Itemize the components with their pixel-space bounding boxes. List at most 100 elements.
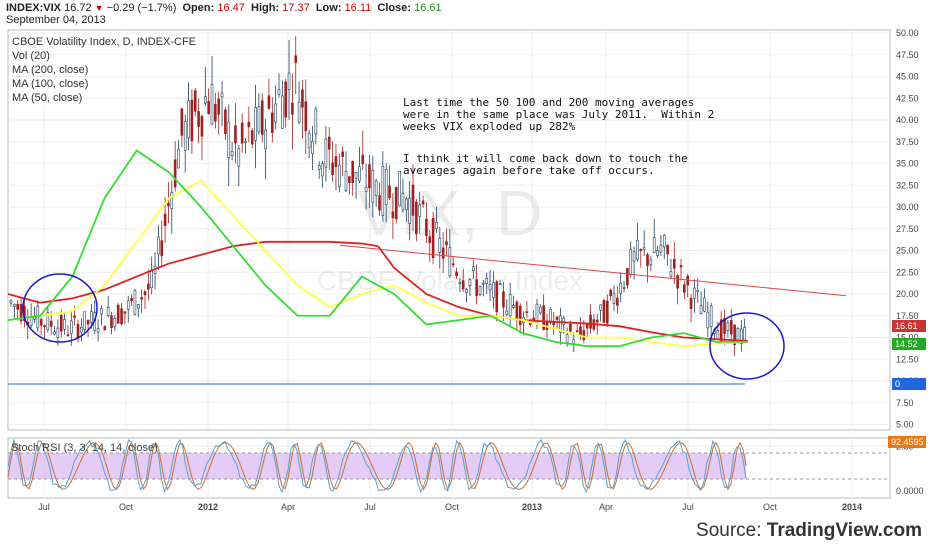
candle-body <box>180 108 184 136</box>
candle-body <box>317 165 321 170</box>
candle-body <box>512 305 515 308</box>
candle-body <box>398 171 401 207</box>
candle-body <box>421 200 425 205</box>
candle-body <box>736 327 740 341</box>
candle-body <box>247 121 251 128</box>
candle-body <box>461 280 465 290</box>
legend-item: Vol (20) <box>12 50 50 62</box>
candle-body <box>646 254 649 267</box>
candle-body <box>418 204 422 217</box>
candle-body <box>616 297 619 306</box>
y-tick-label: 42.50 <box>896 93 919 103</box>
candle-body <box>612 293 616 304</box>
candle-body <box>438 237 442 253</box>
candle-body <box>622 287 626 289</box>
candle-body <box>294 55 298 63</box>
close-value: 16.61 <box>414 2 442 14</box>
candle-body <box>100 308 103 315</box>
y-tick-label: 50.00 <box>896 28 919 38</box>
candle-body <box>374 180 378 196</box>
candle-body <box>689 298 693 310</box>
candle-body <box>672 259 676 269</box>
candle-body <box>364 186 368 192</box>
x-tick-label: Oct <box>763 502 778 512</box>
candle-body <box>177 148 180 169</box>
candle-body <box>572 339 576 344</box>
candle-body <box>716 330 720 340</box>
stoch-band <box>8 453 746 479</box>
candle-body <box>435 222 438 230</box>
candle-body <box>237 148 241 167</box>
candle-body <box>411 184 415 216</box>
candle-body <box>137 304 140 309</box>
candle-body <box>669 271 673 277</box>
y-tick-label: 12.50 <box>896 354 919 364</box>
low-label: Low: <box>315 2 342 14</box>
candle-body <box>602 300 606 323</box>
candle-body <box>197 111 200 127</box>
candle-body <box>348 176 351 183</box>
candle-body <box>515 301 519 319</box>
y-tick-label: 5.00 <box>896 420 914 430</box>
candle-body <box>207 101 210 114</box>
candle-body <box>538 306 542 314</box>
highlight-circle-left <box>22 273 98 343</box>
candle-body <box>83 311 86 330</box>
volume-tag: 0 <box>892 378 926 390</box>
candle-body <box>70 320 73 334</box>
y-tick-label: 40.00 <box>896 115 919 125</box>
x-tick-label: Jul <box>38 502 50 512</box>
candle-body <box>220 92 224 98</box>
candle-body <box>632 251 636 262</box>
candle-body <box>281 95 284 129</box>
candle-body <box>287 72 291 90</box>
legend-item: MA (50, close) <box>12 92 83 104</box>
candle-body <box>307 132 311 149</box>
candle-body <box>116 304 120 324</box>
candle-body <box>431 218 435 259</box>
candle-body <box>214 103 217 122</box>
y-tick-label: 30.00 <box>896 202 919 212</box>
x-tick-label: Apr <box>281 502 295 512</box>
legend-item: MA (100, close) <box>12 78 89 90</box>
candle-body <box>492 282 495 298</box>
candle-body <box>458 282 462 285</box>
candle-body <box>549 309 552 323</box>
candle-body <box>381 166 385 216</box>
low-value: 16.11 <box>344 2 372 14</box>
candle-body <box>475 279 478 297</box>
candle-body <box>455 271 458 277</box>
candle-body <box>106 307 110 316</box>
candle-body <box>642 247 646 250</box>
ma-price-tag: 14.52 <box>892 338 926 350</box>
open-value: 16.47 <box>217 2 245 14</box>
candle-body <box>428 236 432 243</box>
candle-body <box>160 240 164 257</box>
x-tick-label: 2013 <box>522 502 542 512</box>
candle-body <box>150 270 153 288</box>
candle-body <box>361 154 365 165</box>
candle-body <box>217 98 220 115</box>
annotation-paragraph-2: I think it will come back down to touch … <box>403 152 688 177</box>
candle-body <box>552 322 556 326</box>
candle-body <box>605 300 609 324</box>
candle-body <box>173 159 177 188</box>
candle-body <box>321 163 324 177</box>
candle-body <box>16 303 20 310</box>
candle-body <box>110 315 113 328</box>
candle-body <box>619 283 623 294</box>
legend-title: CBOE Volatility Index, D, INDEX-CFE <box>12 36 196 48</box>
candle-body <box>73 315 76 318</box>
y-tick-label: 47.50 <box>896 50 919 60</box>
stoch-k-line <box>7 438 747 494</box>
candle-body <box>451 263 455 266</box>
y-tick-label: 32.50 <box>896 180 919 190</box>
highlight-circle-right <box>709 312 785 380</box>
y-tick-label: 35.00 <box>896 159 919 169</box>
annotation-paragraph-1: Last time the 50 100 and 200 moving aver… <box>403 96 715 133</box>
candle-body <box>344 171 348 191</box>
candle-body <box>123 311 127 314</box>
open-label: Open: <box>182 2 215 14</box>
candle-body <box>193 90 197 112</box>
price-change: −0.29 (−1.7%) <box>106 2 177 14</box>
